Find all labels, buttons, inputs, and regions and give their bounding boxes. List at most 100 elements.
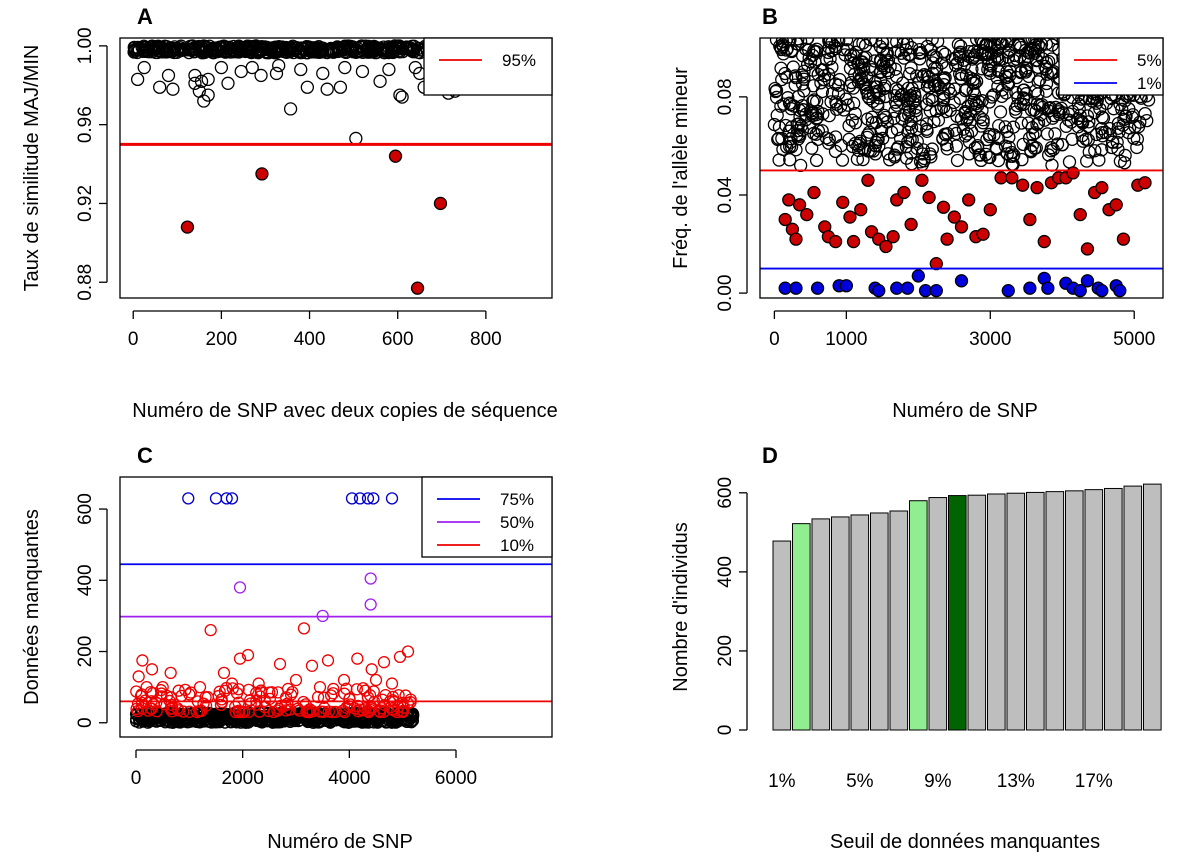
data-point (145, 663, 159, 676)
data-point (135, 696, 149, 710)
data-point (200, 40, 214, 55)
y-axis-label: Taux de similitude MAJ/MIN (21, 45, 43, 292)
data-point (279, 704, 293, 717)
data-point (1030, 180, 1044, 195)
x-tick-label: 200 (206, 329, 238, 350)
data-point (936, 200, 951, 214)
bar (1045, 491, 1065, 731)
data-point (920, 117, 934, 131)
data-point (177, 705, 190, 718)
data-point (404, 693, 417, 706)
data-point (132, 670, 145, 683)
data-point (1095, 283, 1109, 298)
data-point (217, 666, 231, 680)
data-point (824, 95, 838, 109)
data-point (1008, 48, 1022, 63)
data-point (201, 88, 215, 102)
data-point (976, 113, 990, 127)
data-point (842, 119, 856, 133)
data-point (1023, 212, 1037, 227)
data-point (781, 91, 795, 105)
data-point (850, 152, 865, 166)
data-point (188, 76, 202, 90)
data-point (1003, 149, 1018, 163)
plot-frame (119, 476, 553, 738)
data-point (817, 68, 832, 83)
data-point (127, 40, 141, 55)
data-point (386, 694, 399, 707)
data-point (254, 68, 268, 83)
data-point (1109, 198, 1123, 212)
data-point (130, 685, 143, 698)
data-point (848, 116, 863, 130)
data-point (221, 76, 235, 90)
data-point (982, 150, 996, 164)
data-point (878, 89, 893, 104)
data-point (1111, 121, 1125, 135)
data-point (1050, 137, 1065, 151)
legend-box (1058, 37, 1164, 96)
data-point (179, 683, 192, 697)
data-point (887, 148, 902, 162)
data-point (943, 86, 958, 101)
data-point (982, 57, 996, 71)
data-point (992, 119, 1006, 133)
data-point (294, 62, 308, 77)
data-point (836, 195, 850, 209)
data-point (953, 50, 967, 64)
data-point (333, 80, 348, 94)
data-point (980, 51, 995, 66)
panel-label: A (137, 4, 153, 29)
data-point (195, 704, 208, 717)
data-point (807, 185, 821, 200)
data-point (327, 682, 340, 696)
data-point (1028, 38, 1042, 52)
y-tick-label: 0 (75, 717, 96, 728)
data-point (201, 72, 215, 87)
data-point (967, 50, 981, 64)
data-point (183, 688, 196, 701)
data-point (357, 703, 370, 717)
data-point (283, 715, 297, 728)
data-point (1024, 42, 1038, 57)
y-axis-label: Fréq. de l'allèle mineur (670, 67, 692, 269)
data-point (1001, 45, 1016, 59)
data-point (252, 677, 265, 690)
data-point (137, 60, 151, 75)
data-point (872, 139, 886, 153)
data-point (263, 692, 276, 705)
data-point (293, 45, 307, 60)
data-point (330, 712, 344, 725)
data-point (897, 185, 911, 200)
data-point (297, 622, 311, 635)
x-axis-label: Numéro de SNP (892, 400, 1038, 422)
data-point (903, 67, 917, 81)
data-point (214, 60, 229, 75)
bar (967, 494, 987, 731)
data-point (972, 95, 986, 109)
data-point (1066, 104, 1080, 119)
data-point (311, 690, 325, 704)
bar (1026, 491, 1045, 731)
data-point (1095, 143, 1109, 157)
bar (909, 500, 928, 731)
data-point (920, 122, 934, 136)
data-point (829, 41, 843, 56)
legend-box (421, 476, 553, 558)
data-point (1048, 100, 1063, 115)
data-point (136, 654, 149, 667)
data-point (250, 686, 263, 700)
data-point (192, 39, 206, 54)
data-point (1048, 127, 1062, 141)
data-point (183, 43, 197, 57)
data-point (866, 94, 880, 108)
data-point (879, 239, 893, 254)
y-tick-label: 400 (75, 564, 96, 596)
data-point (915, 69, 930, 84)
data-point (982, 95, 997, 109)
x-tick-label: 17% (1075, 771, 1113, 792)
data-point (1025, 120, 1039, 135)
data-point (135, 702, 149, 715)
data-point (212, 713, 225, 727)
data-point (949, 139, 964, 153)
